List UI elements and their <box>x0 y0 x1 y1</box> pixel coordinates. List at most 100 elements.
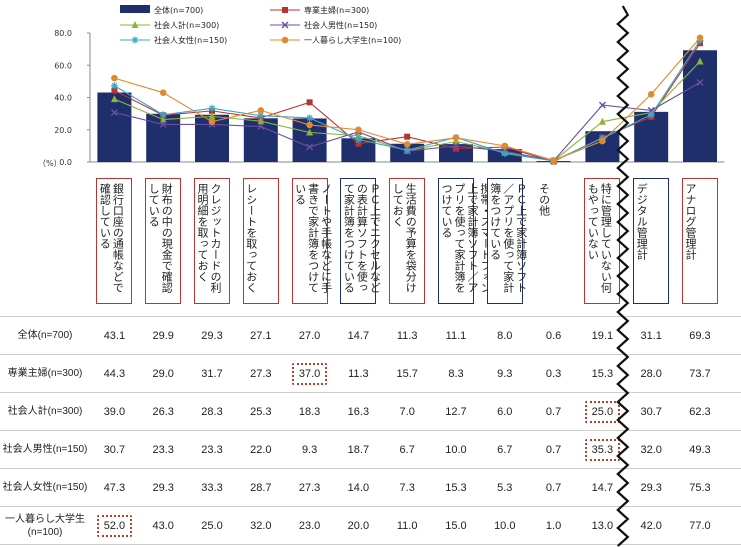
table-cell: 52.0 <box>90 506 139 545</box>
table-cell: 62.3 <box>675 392 725 431</box>
table-cell: 11.1 <box>431 316 481 355</box>
point-s2-12 <box>696 57 704 65</box>
point-s3-0 <box>110 109 118 116</box>
chart-plot: 80.0 60.0 40.0 20.0 0.0（%） 全体(n=700) 専業主婦(n=30… <box>38 5 725 168</box>
table-cell: 8.3 <box>431 354 481 393</box>
category-label-11: デジタル管理計 <box>633 178 670 304</box>
legend-label-4: 社会人女性(n=150) <box>154 35 227 45</box>
table-cell: 28.0 <box>626 354 676 393</box>
y-tick-label: 0.0 <box>59 158 72 167</box>
point-s1-7 <box>453 145 459 152</box>
point-s5-7 <box>452 134 460 142</box>
point-s5-12 <box>696 34 704 42</box>
legend-label-1: 専業主婦(n=300) <box>304 5 369 15</box>
point-s3-12 <box>696 79 704 86</box>
y-axis-label: （%） <box>38 159 62 168</box>
table-cell: 33.3 <box>187 468 237 507</box>
legend-marker-3 <box>281 21 289 29</box>
table-cell: 75.3 <box>675 468 725 507</box>
category-text-6: 生活費の予算を袋分けしておく <box>391 183 418 293</box>
table-cell: 23.3 <box>187 430 237 469</box>
point-s3-1 <box>159 120 167 128</box>
table-cell: 27.0 <box>285 316 334 355</box>
point-s4-5 <box>354 135 362 143</box>
bar-5 <box>341 138 376 162</box>
point-s3-3 <box>257 123 265 131</box>
table-cell: 25.3 <box>236 392 286 431</box>
table-cell: 10.0 <box>480 506 530 545</box>
table-cell: 23.0 <box>285 506 334 545</box>
table-cell: 9.3 <box>480 354 530 393</box>
point-s1-6 <box>404 133 411 140</box>
table-cell: 69.3 <box>675 316 725 355</box>
highlight-box: 25.0 <box>584 400 621 423</box>
row-label: 一人暮らし大学生(n=100) <box>0 506 90 545</box>
table-cell: 9.3 <box>285 430 334 469</box>
y-tick-label: 40.0 <box>54 94 72 103</box>
table-cell: 15.0 <box>431 506 481 545</box>
table-cell: 29.3 <box>626 468 676 507</box>
category-label-6: 生活費の予算を袋分けしておく <box>389 178 426 304</box>
category-text-12: アナログ管理計 <box>684 183 697 260</box>
table-cell: 49.3 <box>675 430 725 469</box>
point-s2-3 <box>257 117 265 125</box>
table-cell: 10.0 <box>431 430 481 469</box>
category-label-7: 携帯・スマートフォン上で家計簿ソフト／アプリを使って家計簿をつけている <box>438 178 492 304</box>
point-s1-0 <box>111 87 118 94</box>
point-s5-4 <box>306 121 313 129</box>
row-label: 社会人計(n=300) <box>0 392 90 431</box>
table-row: 一人暮らし大学生(n=100) 52.0 43.0 25.0 32.0 23.0 20.0 1… <box>0 506 741 545</box>
point-s4-2 <box>208 104 216 112</box>
table-cell: 14.7 <box>577 468 627 507</box>
table-cell: 0.7 <box>529 468 578 507</box>
table-row: 社会人男性(n=150) 30.7 23.3 23.3 22.0 9.3 18.7 6.7 10… <box>0 430 741 469</box>
table-cell: 5.3 <box>480 468 530 507</box>
legend-marker-2 <box>131 21 139 28</box>
table-pad <box>724 506 741 545</box>
table-cell: 29.9 <box>138 316 188 355</box>
y-tick-label: 60.0 <box>54 61 72 70</box>
point-s2-4 <box>306 128 314 136</box>
category-label-4: ノートや手帳などに手書きで家計簿をつけている <box>291 178 333 304</box>
table-cell: 25.0 <box>187 506 237 545</box>
category-text-9: その他 <box>537 183 551 216</box>
point-s1-4 <box>306 99 313 106</box>
category-label-12: アナログ管理計 <box>682 178 718 304</box>
category-labels: 銀行口座の通帳などで確認している 財布の中の現金で確認している クレジットカードの利… <box>0 170 741 312</box>
row-label: 全体(n=700) <box>0 316 90 355</box>
table-cell: 28.7 <box>236 468 286 507</box>
table-row: 社会人計(n=300) 39.0 26.3 28.3 25.3 18.3 16.3 7.0 12… <box>0 392 741 431</box>
table-row: 専業主婦(n=300) 44.3 29.0 31.7 27.3 37.0 11.3 15.7 8… <box>0 354 741 393</box>
table-cell: 18.3 <box>285 392 334 431</box>
category-text-7: 携帯・スマートフォン上で家計簿ソフト／アプリを使って家計簿をつけている <box>440 183 492 293</box>
legend-item-3: 社会人男性(n=150) <box>270 20 377 30</box>
row-label: 専業主婦(n=300) <box>0 354 90 393</box>
table-row: 社会人女性(n=150) 47.3 29.3 33.3 28.7 27.3 14.0 7.3 1… <box>0 468 741 507</box>
table-cell: 77.0 <box>675 506 725 545</box>
table-cell: 30.7 <box>626 392 676 431</box>
category-text-1: 財布の中の現金で確認している <box>147 183 174 293</box>
point-s3-10 <box>598 101 606 109</box>
point-s4-4 <box>306 114 314 122</box>
point-s5-9 <box>550 157 557 164</box>
bar-0 <box>97 92 132 162</box>
table-cell: 15.3 <box>431 468 481 507</box>
point-s5-10 <box>599 137 606 145</box>
table-cell: 6.7 <box>382 430 432 469</box>
table-pad <box>724 354 741 393</box>
table-cell: 14.7 <box>333 316 383 355</box>
y-tick-label: 20.0 <box>54 126 72 135</box>
table-cell: 12.7 <box>431 392 481 431</box>
table-cell: 35.3 <box>577 430 627 469</box>
table-cell: 15.3 <box>577 354 627 393</box>
point-s2-0 <box>110 95 118 103</box>
table-cell: 1.0 <box>529 506 578 545</box>
category-text-10: 特に管理していない何もやっていない <box>586 183 613 293</box>
table-cell: 0.3 <box>529 354 578 393</box>
legend-label-3: 社会人男性(n=150) <box>304 20 377 30</box>
table-cell: 27.1 <box>236 316 286 355</box>
table-cell: 32.0 <box>236 506 286 545</box>
point-s2-2 <box>208 112 216 120</box>
legend-marker-1 <box>282 7 288 13</box>
table-cell: 0.6 <box>529 316 578 355</box>
